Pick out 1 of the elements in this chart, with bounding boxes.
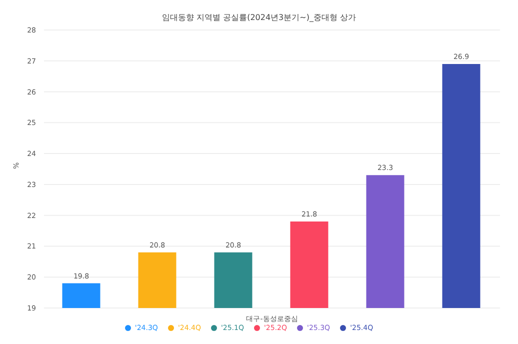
chart-title: 임대동향 지역별 공실률(2024년3분기~)_중대형 상가 <box>160 12 358 23</box>
